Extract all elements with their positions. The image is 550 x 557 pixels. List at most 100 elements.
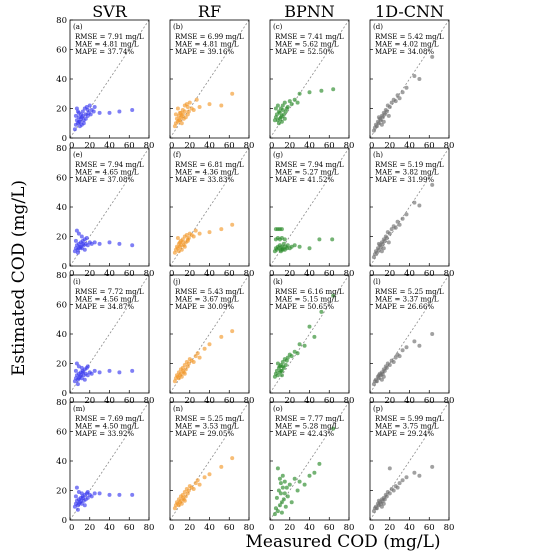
x-tick-label: 40: [304, 141, 315, 151]
data-point: [85, 108, 90, 112]
x-tick-label: 80: [444, 141, 455, 151]
data-point: [85, 243, 90, 248]
data-point: [92, 491, 97, 496]
x-tick-label: 60: [324, 269, 335, 279]
data-point: [80, 495, 85, 500]
x-tick-label: 40: [104, 141, 115, 151]
x-tick-label: 0: [269, 396, 274, 406]
metric-annotation: MAPE = 31.99%: [375, 176, 434, 184]
data-point: [295, 488, 300, 493]
data-point: [397, 222, 402, 227]
y-tick-label: 60: [56, 428, 67, 438]
data-point: [182, 363, 187, 367]
data-point: [83, 112, 88, 117]
data-point: [412, 74, 417, 78]
column-title: SVR: [92, 2, 128, 21]
x-tick-label: 80: [344, 269, 355, 279]
data-point: [183, 494, 188, 499]
data-point: [274, 495, 279, 500]
data-point: [393, 355, 398, 360]
x-tick-label: 20: [184, 269, 195, 279]
data-point: [278, 115, 283, 120]
metric-annotation: MAPE = 29.24%: [375, 430, 434, 438]
data-point: [273, 506, 278, 511]
data-point: [76, 119, 81, 124]
data-point: [219, 464, 224, 469]
x-tick-label: 20: [84, 269, 95, 279]
data-point: [387, 105, 392, 109]
series-points: [172, 222, 235, 255]
metric-annotation: RMSE = 7.91 mg/L: [75, 33, 144, 41]
data-point: [400, 348, 405, 353]
data-point: [395, 219, 400, 224]
data-point: [78, 373, 83, 378]
data-point: [275, 466, 280, 471]
data-point: [412, 200, 417, 205]
x-tick-label: 60: [324, 141, 335, 151]
data-point: [73, 238, 78, 243]
data-point: [276, 121, 281, 126]
x-axis-label: Measured COD (mg/L): [245, 532, 440, 552]
x-tick-label: 40: [204, 396, 215, 406]
data-point: [376, 498, 381, 503]
data-point: [182, 371, 187, 376]
data-point: [379, 122, 384, 127]
x-tick-label: 0: [169, 269, 174, 279]
x-tick-label: 80: [344, 523, 355, 533]
panel-label: (b): [173, 23, 183, 31]
data-point: [317, 237, 322, 242]
data-point: [202, 346, 207, 351]
data-point: [186, 361, 191, 366]
metric-annotation: RMSE = 5.19 mg/L: [375, 161, 444, 169]
data-point: [182, 498, 187, 503]
data-point: [183, 367, 188, 372]
data-point: [376, 241, 381, 246]
data-point: [386, 113, 391, 118]
data-point: [89, 371, 94, 376]
data-point: [191, 234, 196, 239]
metric-annotation: MAPE = 34.08%: [375, 48, 434, 56]
data-point: [230, 91, 235, 96]
data-point: [387, 466, 392, 471]
data-point: [180, 240, 185, 245]
metric-annotation: RMSE = 6.16 mg/L: [275, 288, 344, 296]
data-point: [285, 243, 290, 248]
data-point: [180, 495, 185, 500]
data-point: [381, 246, 386, 251]
x-tick-label: 20: [384, 396, 395, 406]
data-point: [195, 351, 200, 356]
data-point: [289, 500, 294, 505]
data-point: [381, 501, 386, 506]
data-point: [80, 241, 85, 246]
data-point: [193, 481, 198, 486]
data-point: [374, 124, 379, 129]
data-point: [80, 109, 85, 114]
data-point: [382, 238, 387, 243]
x-tick-label: 80: [144, 523, 155, 533]
data-point: [276, 488, 281, 493]
data-point: [79, 491, 84, 496]
x-tick-label: 80: [244, 396, 255, 406]
panel-label: (p): [373, 405, 383, 413]
x-tick-label: 0: [69, 141, 74, 151]
data-point: [81, 121, 86, 126]
metric-annotation: MAPE = 33.92%: [75, 430, 134, 438]
data-point: [280, 364, 285, 369]
data-point: [274, 368, 279, 373]
data-point: [195, 478, 200, 483]
data-point: [107, 240, 112, 245]
data-point: [97, 491, 102, 496]
data-point: [191, 487, 196, 491]
data-point: [83, 116, 88, 121]
data-point: [287, 482, 292, 487]
data-point: [178, 243, 183, 248]
data-point: [130, 492, 135, 497]
y-tick-label: 0: [62, 389, 67, 399]
data-point: [178, 371, 183, 376]
x-tick-label: 20: [284, 396, 295, 406]
data-point: [280, 247, 285, 252]
